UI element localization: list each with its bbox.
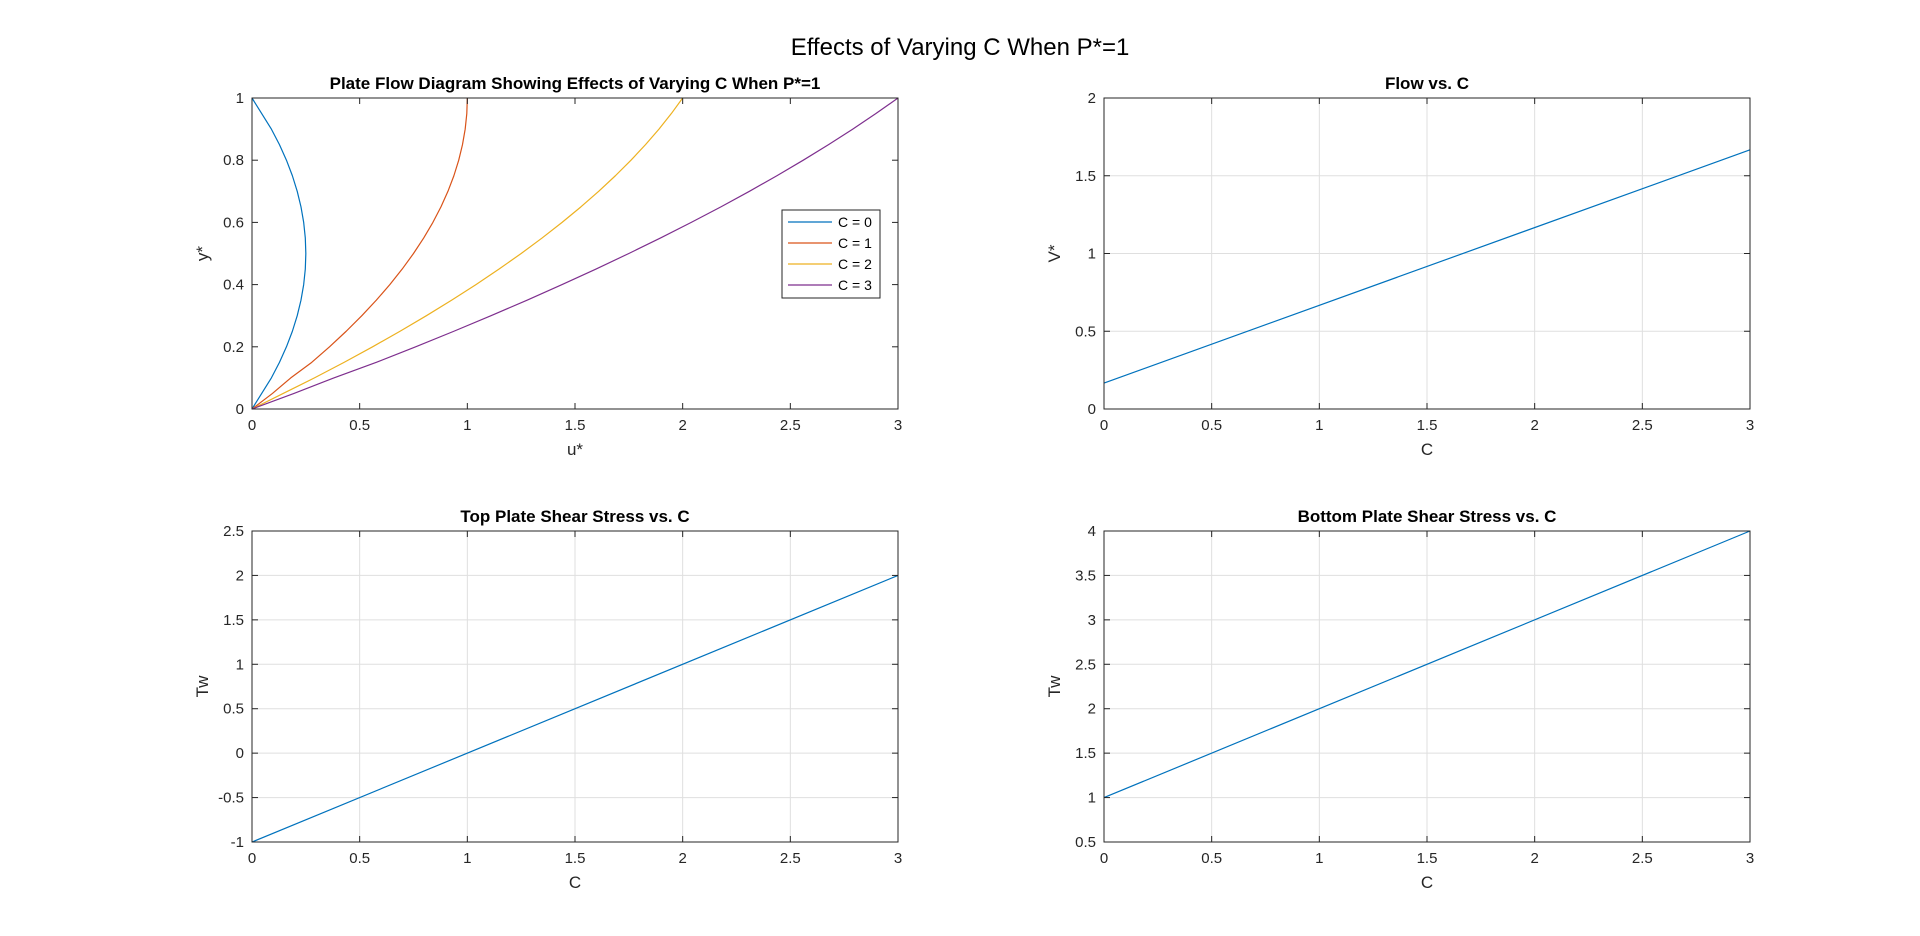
x-tick-label: 2.5 (780, 417, 801, 434)
y-tick-label: 2.5 (223, 523, 244, 540)
axes-title: Top Plate Shear Stress vs. C (460, 507, 689, 526)
x-tick-label: 2 (678, 417, 686, 434)
y-tick-label: 0.5 (223, 701, 244, 718)
y-tick-label: -1 (231, 834, 244, 851)
y-tick-label: 0.4 (223, 277, 244, 294)
legend-entry: C = 0 (838, 214, 872, 230)
y-tick-label: 1 (1088, 246, 1096, 263)
y-tick-label: 0.5 (1075, 323, 1096, 340)
x-tick-label: 1.5 (565, 417, 586, 434)
legend-entry: C = 2 (838, 256, 872, 272)
y-tick-label: 2.5 (1075, 656, 1096, 673)
axes-3: 0 0.5 1 1.5 2 2.5 3 -1 -0.5 0 0.5 1 1.5 2 2.5 Top Plate… (193, 507, 902, 892)
x-tick-label: 0.5 (1201, 850, 1222, 867)
x-tick-label: 3 (1746, 417, 1754, 434)
x-tick-label: 1.5 (1417, 417, 1438, 434)
x-tick-label: 0 (1100, 417, 1108, 434)
x-axis-label: u* (567, 440, 583, 459)
figure-title: Effects of Varying C When P*=1 (791, 34, 1130, 61)
x-axis-label: C (569, 873, 581, 892)
legend-entry: C = 3 (838, 277, 872, 293)
y-tick-label: 0.2 (223, 339, 244, 356)
x-tick-label: 1.5 (1417, 850, 1438, 867)
axes-title: Flow vs. C (1385, 74, 1469, 93)
y-tick-label: 3.5 (1075, 567, 1096, 584)
x-tick-label: 3 (894, 417, 902, 434)
y-tick-label: 0.6 (223, 214, 244, 231)
y-tick-label: 1 (236, 90, 244, 107)
y-tick-label: -0.5 (218, 790, 244, 807)
x-tick-label: 2.5 (1632, 850, 1653, 867)
y-tick-label: 0.5 (1075, 834, 1096, 851)
x-tick-label: 2.5 (1632, 417, 1653, 434)
y-tick-label: 2 (1088, 701, 1096, 718)
axes-title: Plate Flow Diagram Showing Effects of Va… (330, 74, 821, 93)
axes-1: 0 0.5 1 1.5 2 2.5 3 0 0.2 0.4 0.6 0.8 1 Plate Flow Di… (193, 74, 902, 459)
x-tick-label: 0 (1100, 850, 1108, 867)
x-axis-label: C (1421, 440, 1433, 459)
y-axis-label: Tw (193, 675, 212, 697)
x-tick-label: 1 (1315, 850, 1323, 867)
y-tick-label: 1.5 (223, 612, 244, 629)
axes-2: 0 0.5 1 1.5 2 2.5 3 0 0.5 1 1.5 2 Flow vs. C C V* (1045, 74, 1754, 459)
y-tick-label: 4 (1088, 523, 1096, 540)
axes-title: Bottom Plate Shear Stress vs. C (1298, 507, 1557, 526)
legend-entry: C = 1 (838, 235, 872, 251)
x-tick-label: 0.5 (1201, 417, 1222, 434)
y-tick-label: 1 (1088, 790, 1096, 807)
x-tick-label: 0.5 (349, 417, 370, 434)
x-tick-label: 0.5 (349, 850, 370, 867)
y-tick-label: 1.5 (1075, 168, 1096, 185)
y-tick-label: 0 (1088, 401, 1096, 418)
y-tick-label: 0 (236, 401, 244, 418)
y-axis-label: V* (1045, 244, 1064, 262)
x-tick-label: 3 (894, 850, 902, 867)
y-tick-label: 3 (1088, 612, 1096, 629)
y-tick-label: 0.8 (223, 152, 244, 169)
x-axis-label: C (1421, 873, 1433, 892)
x-tick-label: 2 (678, 850, 686, 867)
x-tick-label: 0 (248, 417, 256, 434)
x-tick-label: 2 (1530, 850, 1538, 867)
y-tick-label: 0 (236, 745, 244, 762)
legend: C = 0 C = 1 C = 2 C = 3 (782, 210, 880, 298)
x-tick-label: 1 (463, 850, 471, 867)
x-tick-label: 3 (1746, 850, 1754, 867)
x-tick-label: 0 (248, 850, 256, 867)
y-tick-label: 1.5 (1075, 745, 1096, 762)
y-axis-label: Tw (1045, 675, 1064, 697)
y-tick-label: 1 (236, 656, 244, 673)
x-tick-label: 1 (1315, 417, 1323, 434)
x-tick-label: 2.5 (780, 850, 801, 867)
x-tick-label: 1.5 (565, 850, 586, 867)
y-tick-label: 2 (236, 567, 244, 584)
x-tick-label: 1 (463, 417, 471, 434)
y-tick-label: 2 (1088, 90, 1096, 107)
x-tick-label: 2 (1530, 417, 1538, 434)
y-axis-label: y* (193, 246, 212, 262)
